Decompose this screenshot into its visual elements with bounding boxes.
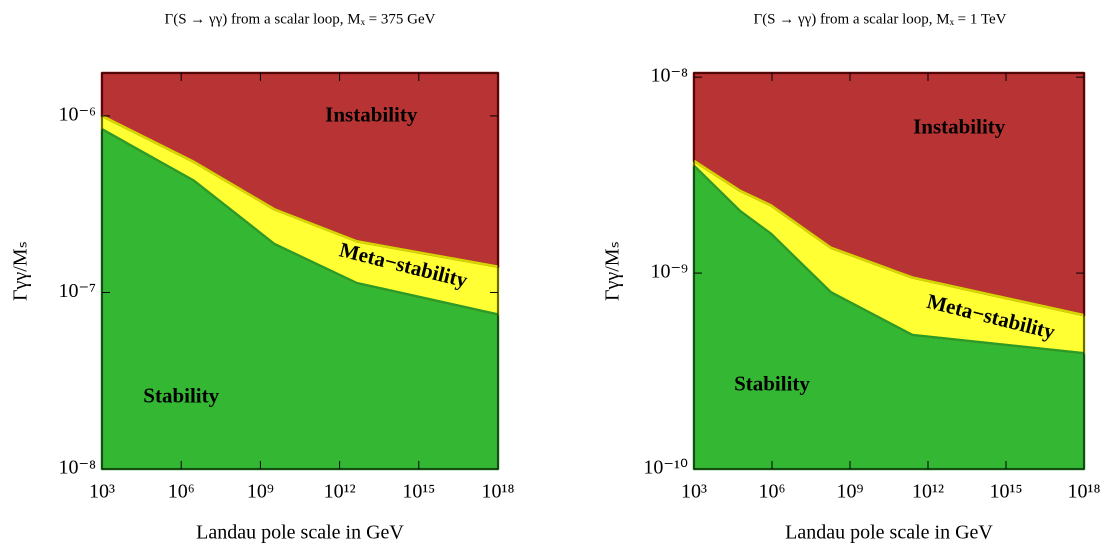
chart-title: Γ(S → γγ) from a scalar loop, Mₓ = 1 TeV xyxy=(754,11,1007,27)
chart: 10³ 10⁶ 10⁹ 10¹² 10¹⁵ 10¹⁸ 10⁻⁸ 10⁻⁷ 10⁻⁶ Γ(S → γ… xyxy=(10,11,515,543)
plot-frame xyxy=(101,72,499,470)
y-tick-label: 10⁻⁸ xyxy=(650,65,688,87)
region-label: Instability xyxy=(325,102,418,126)
plot-frame xyxy=(693,72,1085,470)
boundary-line xyxy=(693,159,1085,317)
x-tick-label: 10⁹ xyxy=(247,481,274,503)
x-tick-label: 10⁶ xyxy=(168,481,195,503)
y-axis-label: Γγγ/Mₛ xyxy=(10,241,32,301)
x-tick-label: 10¹⁵ xyxy=(990,481,1023,503)
x-tick-label: 10¹² xyxy=(912,481,944,503)
y-tick-label: 10⁻⁶ xyxy=(58,104,96,126)
x-tick-label: 10³ xyxy=(89,481,115,503)
y-axis-label: Γγγ/Mₛ xyxy=(602,241,624,301)
region-label: Instability xyxy=(913,114,1006,138)
region-label: Stability xyxy=(143,384,219,408)
x-tick-label: 10³ xyxy=(681,481,707,503)
x-tick-label: 10⁶ xyxy=(759,481,786,503)
y-tick-label: 10⁻⁹ xyxy=(650,261,688,283)
x-tick-label: 10¹² xyxy=(324,481,356,503)
y-tick-label: 10⁻⁸ xyxy=(58,457,96,479)
y-tick-label: 10⁻¹⁰ xyxy=(643,457,688,479)
x-tick-label: 10¹⁵ xyxy=(402,481,435,503)
x-axis-label: Landau pole scale in GeV xyxy=(196,522,404,544)
x-axis-label: Landau pole scale in GeV xyxy=(785,522,993,544)
x-tick-label: 10¹⁸ xyxy=(482,481,515,503)
chart: 10³ 10⁶ 10⁹ 10¹² 10¹⁵ 10¹⁸ 10⁻¹⁰ 10⁻⁹ 10⁻⁸ Γ(S → … xyxy=(602,11,1101,543)
y-tick-label: 10⁻⁷ xyxy=(58,280,96,302)
x-tick-label: 10¹⁸ xyxy=(1068,481,1101,503)
chart-title: Γ(S → γγ) from a scalar loop, Mₓ = 375 G… xyxy=(165,11,436,27)
x-tick-label: 10⁹ xyxy=(837,481,864,503)
boundary-line xyxy=(693,164,1085,355)
boundary-line xyxy=(101,114,499,268)
boundary-line xyxy=(101,128,499,316)
region-label: Stability xyxy=(734,372,810,396)
